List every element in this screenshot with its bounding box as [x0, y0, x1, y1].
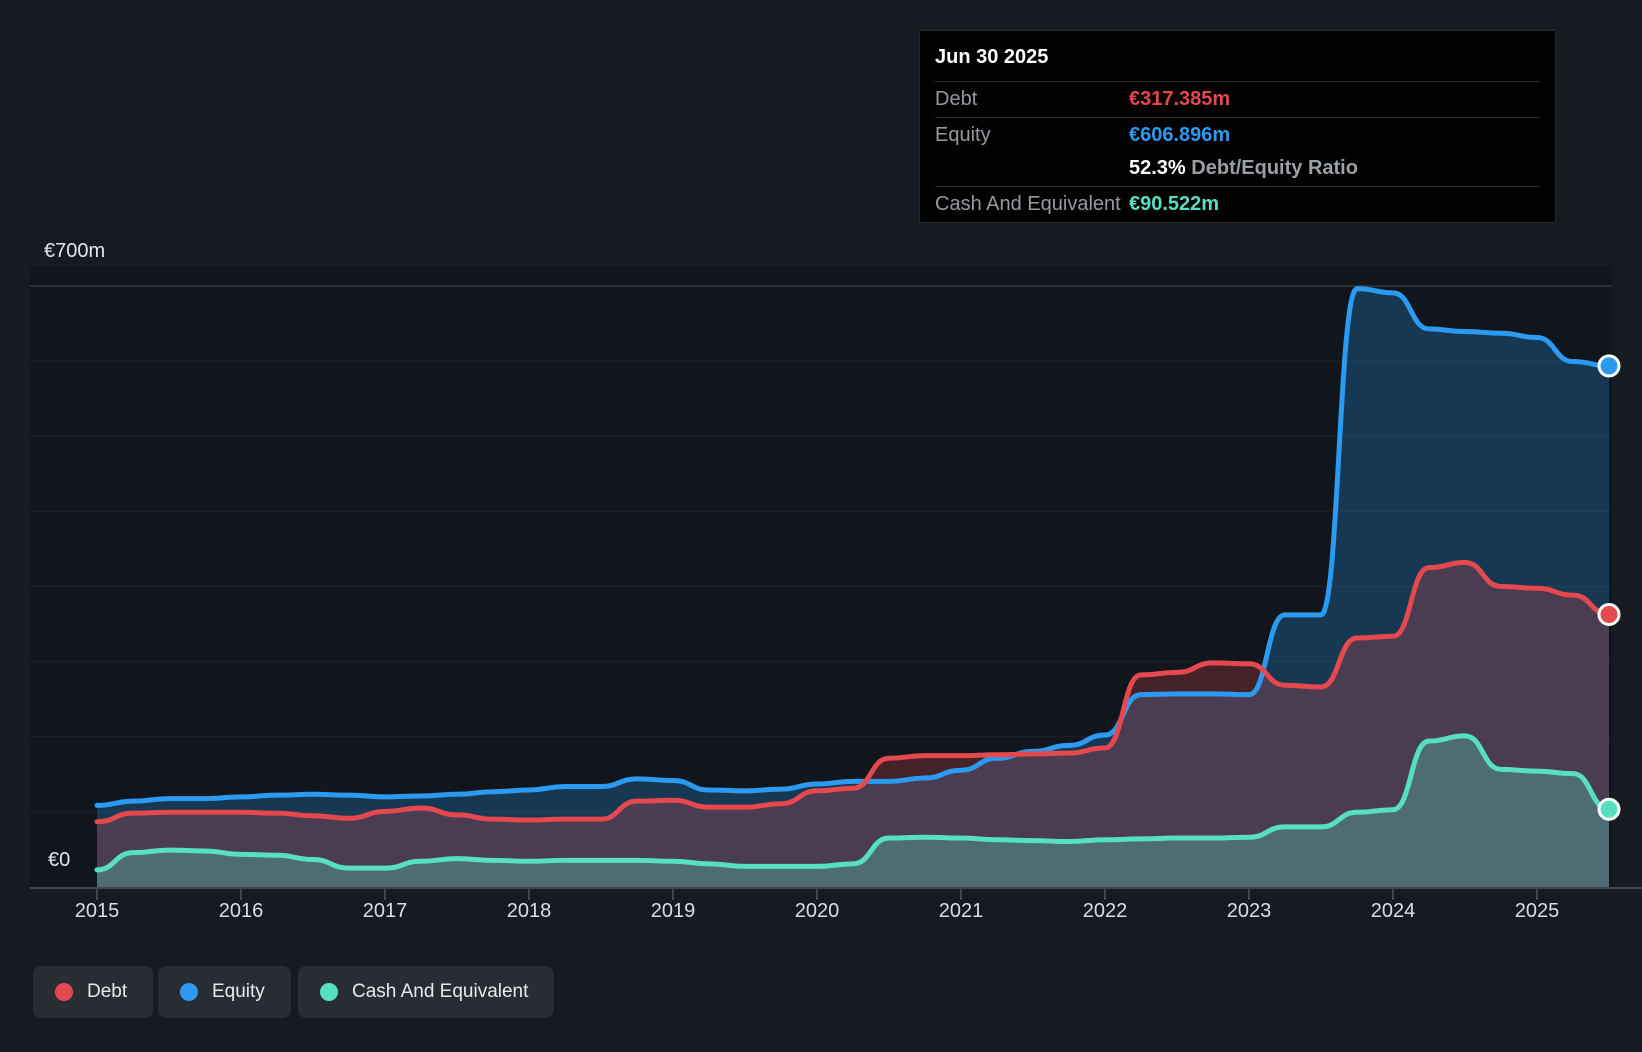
tooltip-row-debt: Debt €317.385m — [935, 82, 1540, 118]
y-axis-label-max: €700m — [44, 240, 106, 262]
equity-line — [94, 286, 1612, 808]
legend-debt-label: Debt — [87, 981, 128, 1002]
y-axis-label-zero: €0 — [48, 849, 71, 871]
tooltip-debt-value: €317.385m — [1129, 88, 1231, 110]
legend-item-equity[interactable]: Equity — [158, 966, 291, 1018]
cash-and-equivalent-endpoint-dot — [1597, 797, 1621, 821]
x-axis-label: 2018 — [506, 900, 552, 922]
tooltip-debt-label: Debt — [935, 88, 978, 110]
tooltip-row-ratio: 52.3% Debt/Equity Ratio — [935, 153, 1540, 187]
tooltip-row-equity: Equity €606.896m — [935, 118, 1540, 153]
equity-area — [97, 288, 1609, 888]
x-axis-label: 2022 — [1082, 900, 1128, 922]
x-axis: 2015 2016 2017 2018 2019 2020 2021 2022 2023 2024… — [0, 900, 1642, 926]
x-axis-label: 2019 — [650, 900, 696, 922]
x-axis-label: 2015 — [74, 900, 120, 922]
equity-endpoint-dot — [1597, 354, 1621, 378]
cash-and-equivalent-area — [97, 735, 1609, 887]
cash-dot-icon — [320, 983, 338, 1001]
legend-equity-label: Equity — [212, 981, 265, 1002]
tooltip: Jun 30 2025 Debt €317.385m Equity €606.8… — [919, 30, 1556, 223]
tooltip-ratio: 52.3% Debt/Equity Ratio — [1129, 153, 1358, 183]
x-axis-label: 2024 — [1370, 900, 1416, 922]
x-axis-label: 2025 — [1514, 900, 1560, 922]
legend-cash-label: Cash And Equivalent — [352, 981, 529, 1002]
tooltip-row-cash: Cash And Equivalent €90.522m — [935, 187, 1540, 222]
legend-item-debt[interactable]: Debt — [33, 966, 154, 1018]
x-axis-label: 2020 — [794, 900, 840, 922]
x-axis-label: 2023 — [1226, 900, 1272, 922]
tooltip-cash-value: €90.522m — [1129, 193, 1220, 215]
tooltip-cash-label: Cash And Equivalent — [935, 193, 1121, 215]
x-axis-label: 2017 — [362, 900, 408, 922]
debt-endpoint-dot — [1597, 603, 1621, 627]
tooltip-date: Jun 30 2025 — [935, 31, 1540, 82]
tooltip-equity-value: €606.896m — [1129, 124, 1231, 146]
x-axis-label: 2021 — [938, 900, 984, 922]
tooltip-equity-label: Equity — [935, 124, 991, 146]
debt-line — [94, 559, 1612, 825]
debt-area — [97, 562, 1609, 887]
x-axis-label: 2016 — [218, 900, 264, 922]
equity-dot-icon — [180, 983, 198, 1001]
tooltip-ratio-label: Debt/Equity Ratio — [1191, 157, 1358, 179]
cash-and-equivalent-line — [94, 733, 1612, 873]
tooltip-ratio-value: 52.3% — [1129, 157, 1186, 179]
debt-dot-icon — [55, 983, 73, 1001]
legend-item-cash[interactable]: Cash And Equivalent — [298, 966, 555, 1018]
